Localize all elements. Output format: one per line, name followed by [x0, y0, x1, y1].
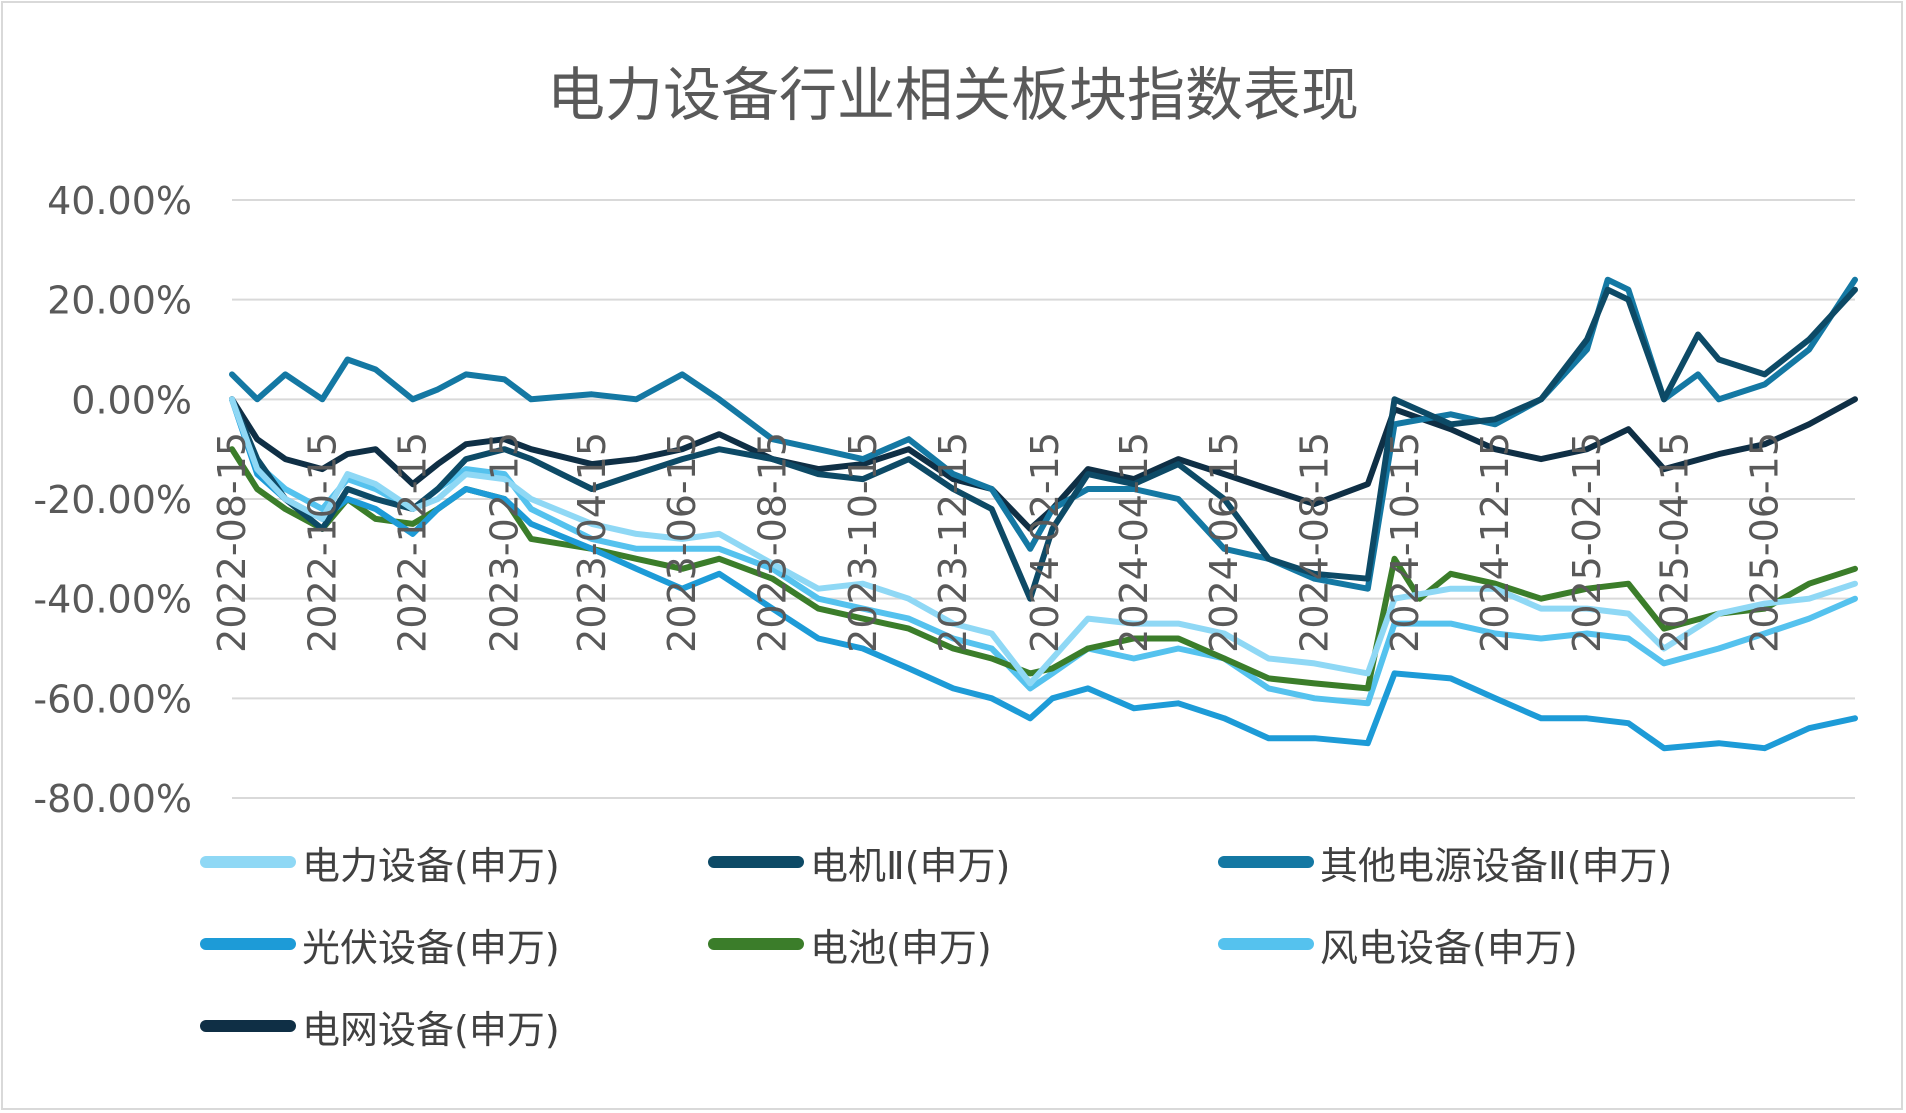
legend-label: 光伏设备(申万): [302, 925, 560, 970]
legend-item: 电机Ⅱ(申万): [708, 837, 1011, 888]
series-line: [229, 396, 1858, 687]
x-tick-label: 2025-04-15: [1652, 432, 1696, 653]
x-tick-label: 2024-12-15: [1473, 432, 1517, 653]
x-tick-label: 2024-06-15: [1202, 432, 1246, 653]
x-tick-label: 2023-04-15: [570, 432, 614, 653]
y-tick-label: -20.00%: [33, 478, 192, 522]
x-tick-label: 2025-02-15: [1565, 432, 1609, 653]
legend-item: 电网设备(申万): [200, 1001, 560, 1052]
x-tick-label: 2024-10-15: [1383, 432, 1427, 653]
legend-label: 电机Ⅱ(申万): [810, 843, 1011, 888]
y-axis-ticks: 40.00% 20.00% 0.00% -20.00% -40.00% -60.00% -8…: [33, 179, 192, 821]
x-tick-label: 2024-02-15: [1023, 432, 1067, 653]
y-tick-label: -80.00%: [33, 777, 192, 821]
legend-item: 电池(申万): [708, 919, 992, 970]
series-line: [229, 286, 1858, 602]
legend-item: 光伏设备(申万): [200, 919, 560, 970]
legend-swatch: [200, 1020, 296, 1032]
x-tick-label: 2023-10-15: [841, 432, 885, 653]
legend-swatch: [1218, 856, 1314, 868]
legend-swatch: [1218, 938, 1314, 950]
x-tick-label: 2024-04-15: [1112, 432, 1156, 653]
legend-label: 电力设备(申万): [302, 843, 560, 888]
x-tick-label: 2023-12-15: [931, 432, 975, 653]
y-tick-label: 20.00%: [47, 279, 192, 323]
y-tick-label: -40.00%: [33, 578, 192, 622]
chart-title: 电力设备行业相关板块指数表现: [547, 61, 1359, 129]
series-line: [229, 276, 1858, 592]
x-tick-label: 2022-08-15: [210, 432, 254, 653]
legend-label: 其他电源设备Ⅱ(申万): [1320, 843, 1673, 888]
x-tick-label: 2024-08-15: [1293, 432, 1337, 653]
legend-swatch: [200, 856, 296, 868]
legend-swatch: [708, 938, 804, 950]
x-tick-label: 2023-08-15: [751, 432, 795, 653]
x-tick-label: 2025-06-15: [1743, 432, 1787, 653]
legend-item: 其他电源设备Ⅱ(申万): [1218, 837, 1673, 888]
y-tick-label: 0.00%: [71, 378, 192, 422]
y-tick-label: -60.00%: [33, 677, 192, 721]
legend-label: 风电设备(申万): [1320, 925, 1578, 970]
legend-swatch: [708, 856, 804, 868]
legend-label: 电池(申万): [810, 925, 992, 970]
x-tick-label: 2023-06-15: [660, 432, 704, 653]
legend-label: 电网设备(申万): [302, 1007, 560, 1052]
x-tick-label: 2023-02-15: [483, 432, 527, 653]
y-tick-label: 40.00%: [47, 179, 192, 223]
x-tick-label: 2022-12-15: [391, 432, 435, 653]
legend-item: 电力设备(申万): [200, 837, 560, 888]
x-axis-ticks: 2022-08-15 2022-10-15 2022-12-15 2023-02-15…: [210, 432, 1787, 653]
series-lines: [229, 276, 1858, 752]
series-line: [229, 396, 1858, 752]
x-tick-label: 2022-10-15: [300, 432, 344, 653]
legend-swatch: [200, 938, 296, 950]
gridlines: [232, 199, 1855, 799]
legend-item: 风电设备(申万): [1218, 919, 1578, 970]
